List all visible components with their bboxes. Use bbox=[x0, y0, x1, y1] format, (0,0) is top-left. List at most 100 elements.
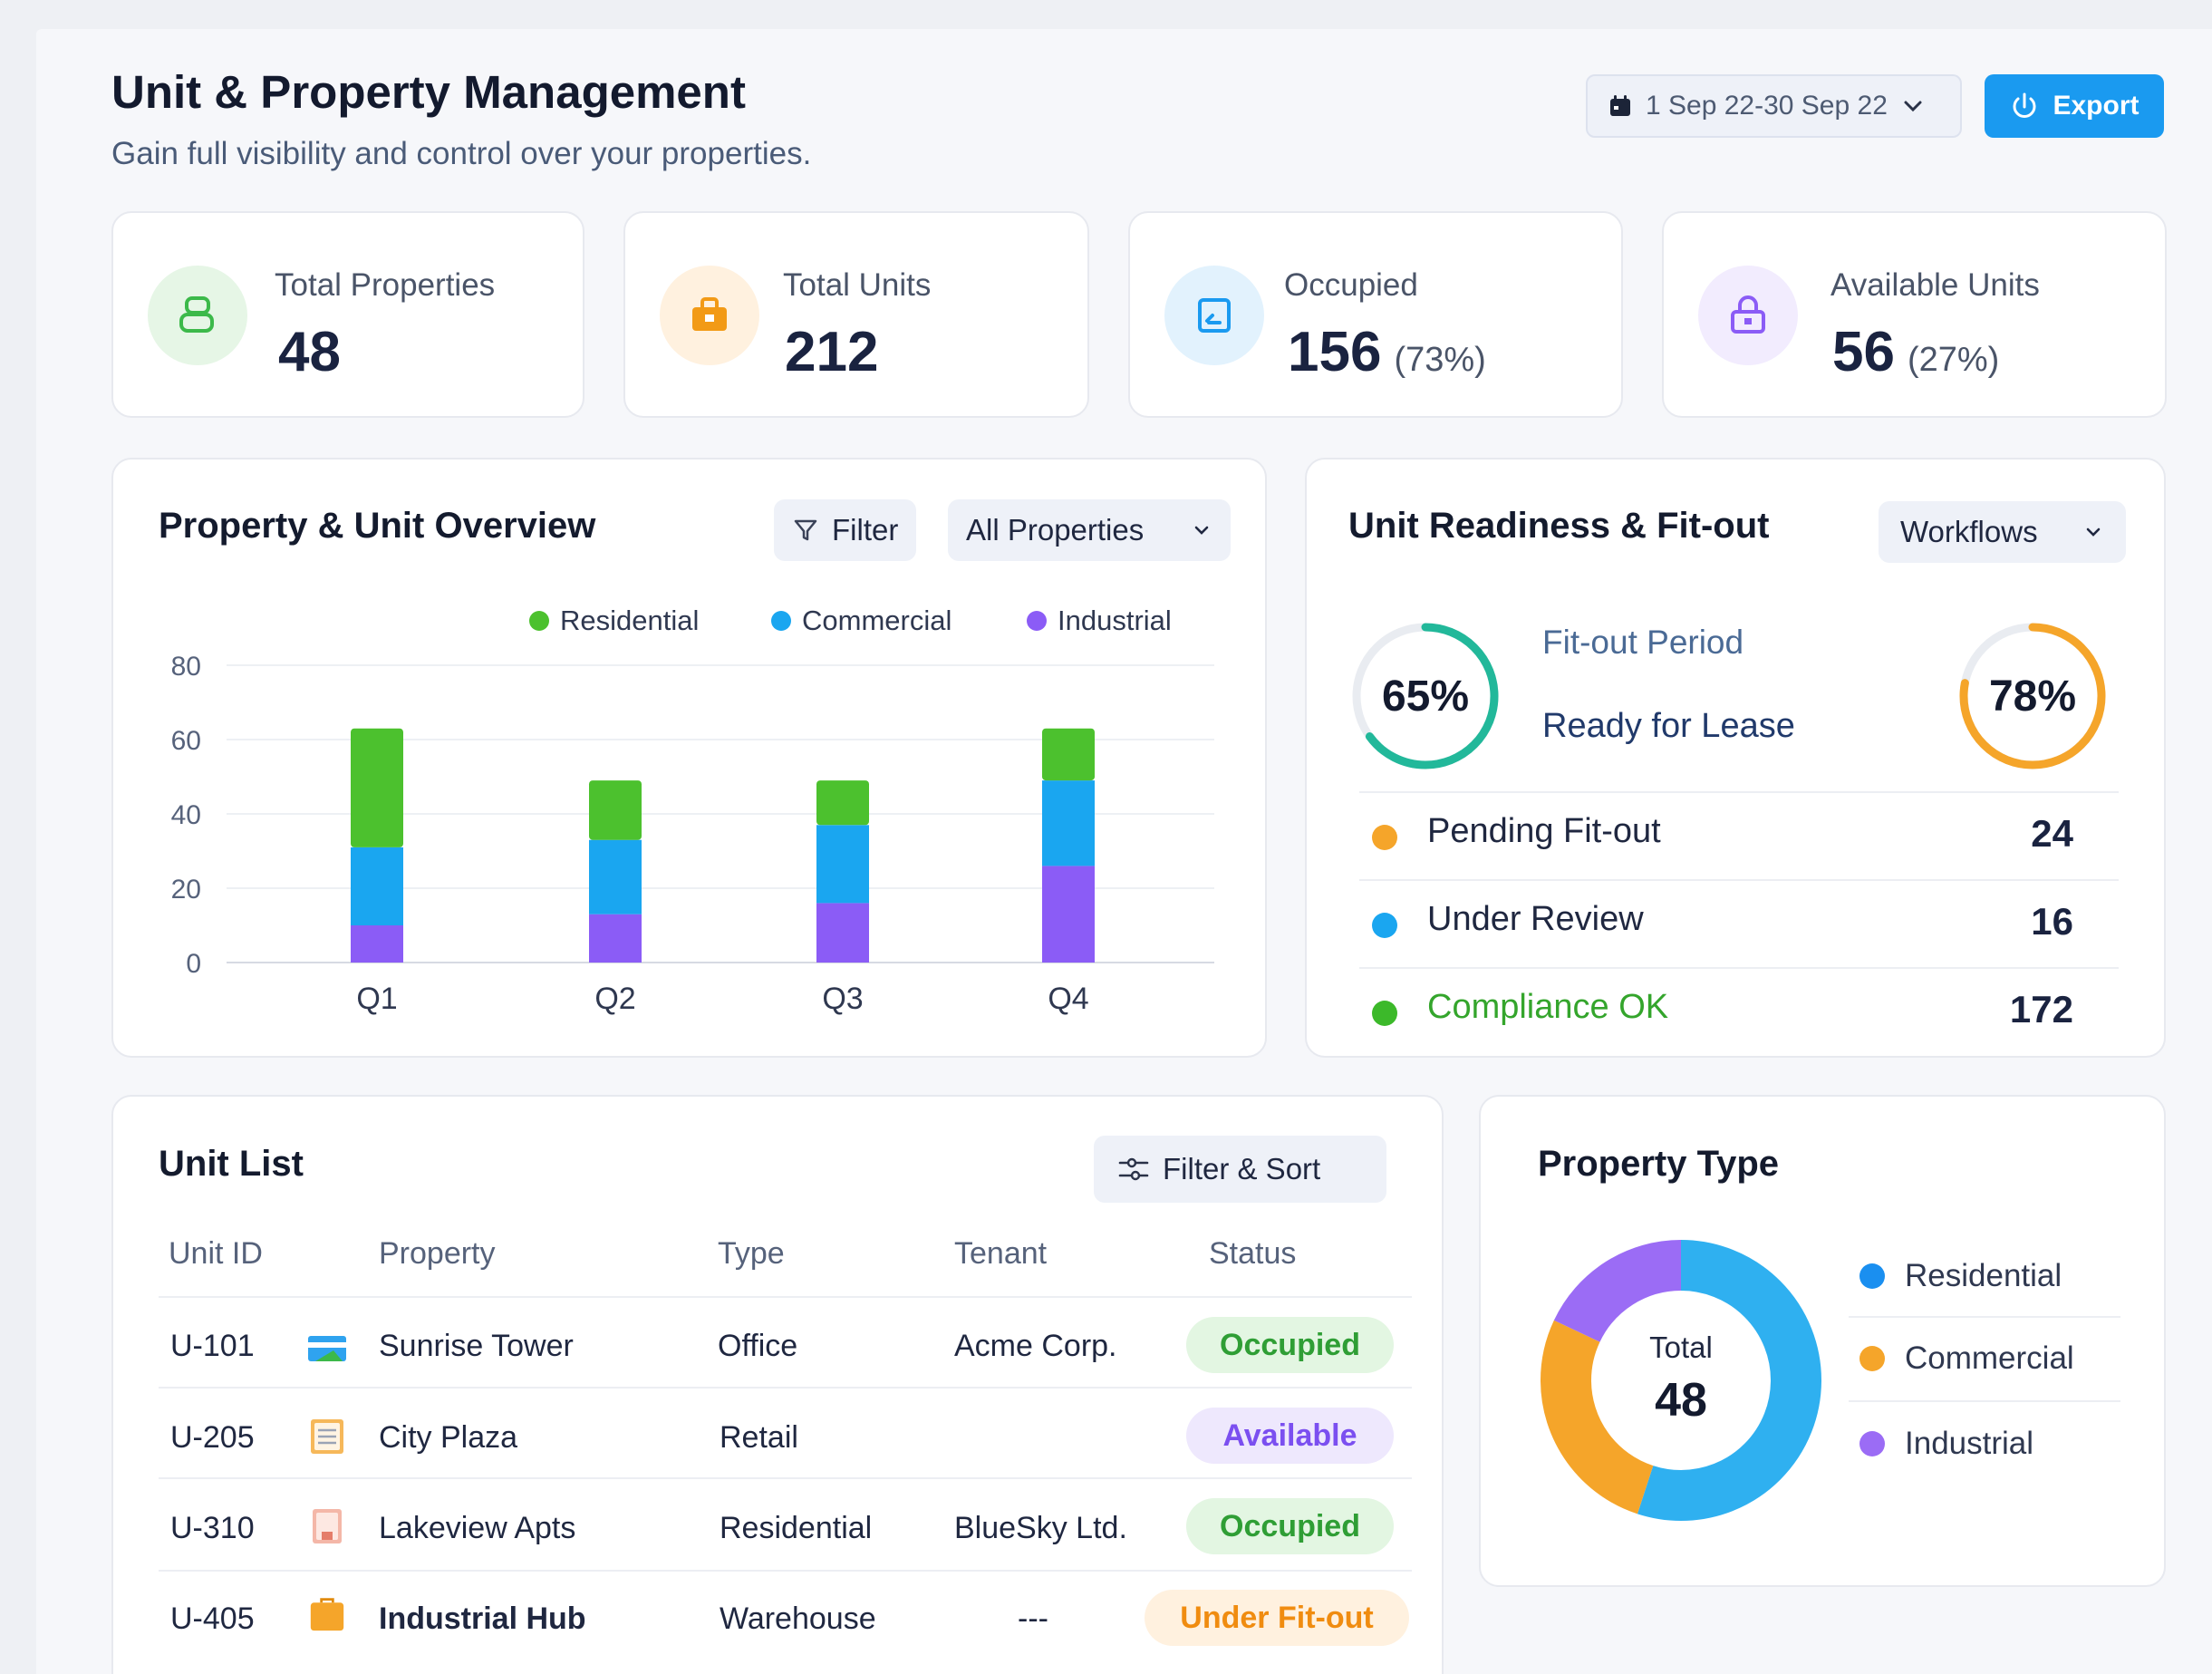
kpi-card-available-units: Available Units 56 (27%) bbox=[1662, 211, 2167, 418]
readiness-row-pending: Pending Fit-out 24 bbox=[1359, 812, 2119, 861]
bar-segment-residential[interactable] bbox=[589, 780, 642, 840]
column-header-tenant[interactable]: Tenant bbox=[954, 1236, 1048, 1271]
kpi-label: Total Properties bbox=[275, 267, 496, 303]
y-tick-label: 60 bbox=[171, 726, 201, 756]
legend-dot bbox=[1027, 611, 1047, 631]
filter-label: Filter bbox=[832, 513, 899, 547]
bar-segment-residential[interactable] bbox=[1042, 728, 1095, 781]
x-tick-label: Q4 bbox=[1048, 982, 1088, 1016]
donut-total-value: 48 bbox=[1655, 1374, 1707, 1427]
x-tick-label: Q3 bbox=[822, 982, 863, 1016]
legend-label: Industrial bbox=[1905, 1426, 2034, 1461]
type-cell: Office bbox=[718, 1329, 798, 1363]
property-cell: Lakeview Apts bbox=[379, 1511, 576, 1545]
divider bbox=[159, 1387, 1412, 1389]
tenant-cell: BlueSky Ltd. bbox=[954, 1511, 1127, 1545]
stacked-bar-chart: 80 60 40 20 0 Q1 Q2 Q3 Q4 bbox=[171, 652, 1214, 1016]
bar-segment-commercial[interactable] bbox=[351, 847, 403, 925]
sliders-icon bbox=[1118, 1157, 1149, 1181]
property-cell: City Plaza bbox=[379, 1420, 518, 1455]
column-header-type[interactable]: Type bbox=[718, 1236, 785, 1271]
date-range-label: 1 Sep 22-30 Sep 22 bbox=[1646, 91, 1888, 121]
legend-commercial: Commercial bbox=[771, 605, 951, 637]
kpi-value: 48 bbox=[278, 321, 341, 383]
divider bbox=[159, 1570, 1412, 1572]
legend-label: Industrial bbox=[1058, 605, 1172, 636]
y-tick-label: 80 bbox=[171, 652, 201, 682]
office-card-icon bbox=[308, 1336, 346, 1361]
property-cell: Industrial Hub bbox=[379, 1601, 586, 1636]
all-properties-select[interactable]: All Properties bbox=[948, 499, 1231, 561]
fitout-gauge bbox=[1352, 623, 1499, 769]
readiness-title: Unit Readiness & Fit-out bbox=[1348, 506, 1770, 546]
chevron-down-icon bbox=[2086, 527, 2101, 537]
status-dot bbox=[1372, 913, 1397, 938]
column-header-property[interactable]: Property bbox=[379, 1236, 496, 1271]
page-subtitle: Gain full visibility and control over yo… bbox=[111, 136, 812, 171]
legend-dot bbox=[771, 611, 791, 631]
ready-for-lease-label: Ready for Lease bbox=[1542, 707, 1795, 745]
kpi-value: 56 (27%) bbox=[1832, 321, 2000, 383]
type-cell: Retail bbox=[720, 1420, 798, 1455]
filter-sort-button[interactable]: Filter & Sort bbox=[1094, 1136, 1386, 1203]
unit-id-cell: U-405 bbox=[170, 1601, 255, 1636]
filter-button[interactable]: Filter bbox=[774, 499, 917, 561]
bar-segment-commercial[interactable] bbox=[816, 825, 869, 904]
unit-list-title: Unit List bbox=[159, 1144, 304, 1184]
bar-segment-industrial[interactable] bbox=[351, 925, 403, 963]
status-badge: Occupied bbox=[1186, 1317, 1394, 1373]
chevron-down-icon bbox=[1194, 526, 1209, 535]
kpi-card-total-units: Total Units 212 bbox=[623, 211, 1089, 418]
column-header-unit-id[interactable]: Unit ID bbox=[169, 1236, 263, 1271]
bar-segment-industrial[interactable] bbox=[1042, 866, 1095, 963]
x-tick-label: Q1 bbox=[356, 982, 397, 1016]
y-tick-label: 20 bbox=[171, 875, 201, 905]
chevron-down-icon bbox=[1904, 101, 1922, 112]
y-tick-label: 0 bbox=[186, 949, 201, 979]
readiness-label: Compliance OK bbox=[1427, 988, 1669, 1026]
bar-segment-residential[interactable] bbox=[351, 728, 403, 847]
bar-segment-residential[interactable] bbox=[816, 780, 869, 826]
export-label: Export bbox=[2053, 91, 2140, 121]
export-button[interactable]: Export bbox=[1985, 74, 2164, 138]
legend-dot bbox=[1859, 1263, 1885, 1289]
export-icon bbox=[2014, 92, 2036, 118]
legend-label: Commercial bbox=[1905, 1340, 2074, 1376]
property-type-title: Property Type bbox=[1538, 1144, 1779, 1184]
status-dot bbox=[1372, 1001, 1397, 1026]
fitout-gauge-value: 65% bbox=[1381, 672, 1470, 721]
legend-dot bbox=[1859, 1346, 1885, 1371]
kpi-card-total-properties: Total Properties 48 bbox=[111, 211, 584, 418]
warehouse-icon bbox=[310, 1598, 344, 1631]
donut-slice-commercial[interactable] bbox=[1541, 1240, 1821, 1521]
divider bbox=[1359, 791, 2119, 793]
status-dot bbox=[1372, 825, 1397, 850]
kpi-label: Available Units bbox=[1830, 267, 2040, 303]
bar-segment-commercial[interactable] bbox=[589, 839, 642, 914]
date-range-picker[interactable]: 1 Sep 22-30 Sep 22 bbox=[1586, 74, 1962, 138]
column-header-status[interactable]: Status bbox=[1209, 1236, 1297, 1271]
bar-segment-commercial[interactable] bbox=[1042, 780, 1095, 866]
unit-id-cell: U-101 bbox=[170, 1329, 255, 1363]
bar-segment-industrial[interactable] bbox=[816, 903, 869, 963]
legend-industrial: Industrial bbox=[1859, 1426, 2033, 1462]
readiness-row-compliance: Compliance OK 172 bbox=[1359, 988, 2119, 1037]
tenant-cell: Acme Corp. bbox=[954, 1329, 1117, 1363]
bar-segment-industrial[interactable] bbox=[589, 914, 642, 963]
status-badge: Available bbox=[1186, 1408, 1394, 1464]
readiness-label: Pending Fit-out bbox=[1427, 812, 1661, 850]
divider bbox=[159, 1296, 1412, 1298]
legend-label: Residential bbox=[1905, 1258, 2062, 1293]
divider bbox=[159, 1477, 1412, 1479]
calendar-icon bbox=[1610, 95, 1630, 116]
legend-label: Residential bbox=[560, 605, 700, 636]
workflows-select[interactable]: Workflows bbox=[1879, 501, 2126, 563]
filter-sort-label: Filter & Sort bbox=[1163, 1152, 1321, 1185]
kpi-value: 212 bbox=[785, 321, 879, 383]
all-properties-label: All Properties bbox=[966, 513, 1145, 547]
donut-slice-industrial[interactable] bbox=[1541, 1240, 1821, 1521]
gauge-arc bbox=[1959, 623, 2106, 769]
overview-title: Property & Unit Overview bbox=[159, 506, 596, 546]
funnel-icon bbox=[794, 519, 817, 541]
divider bbox=[1849, 1316, 2120, 1318]
